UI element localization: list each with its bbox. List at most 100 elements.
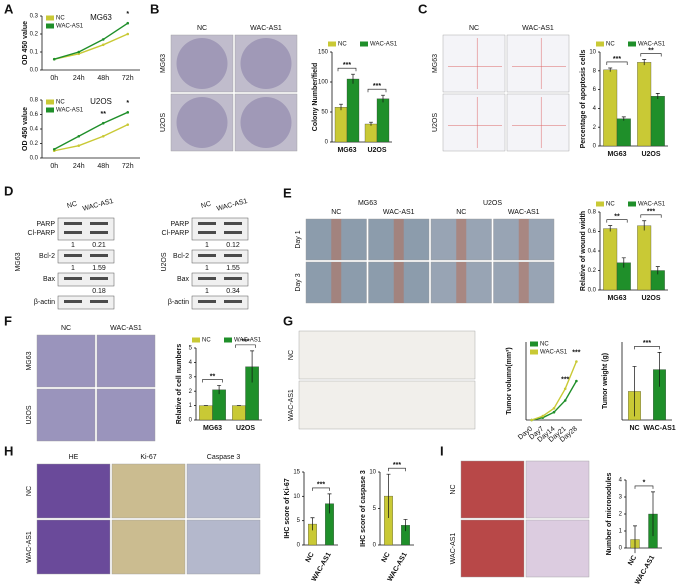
blot-band [57, 217, 115, 241]
micrograph [36, 463, 111, 519]
error-bar [608, 225, 613, 232]
band [64, 277, 82, 280]
band [198, 277, 216, 280]
error-bar [217, 385, 222, 395]
row-label: NC [450, 484, 457, 494]
y-tick-label: 0.2 [588, 268, 597, 274]
y-tick-label: 0 [189, 418, 193, 424]
panel-letter: E [283, 185, 292, 200]
micrograph [36, 388, 96, 442]
band [64, 300, 82, 303]
micrograph [298, 380, 476, 430]
quant-label: 0.12 [226, 242, 240, 249]
point [101, 121, 105, 125]
legend-swatch [360, 41, 368, 47]
legend-swatch [46, 99, 54, 105]
y-tick-label: 1 [619, 529, 623, 535]
row-label: NC [26, 486, 33, 496]
row-label: MG63 [432, 54, 439, 73]
legend-label: WAC-AS1 [540, 350, 568, 356]
y-tick-label: 0.6 [588, 229, 597, 235]
y-axis-label: Number of micronodules [606, 472, 613, 555]
micrograph [442, 93, 506, 152]
x-tick-label: U2OS [236, 425, 255, 432]
significance: *** [317, 482, 325, 489]
legend-swatch [46, 23, 54, 29]
y-tick-label: 10 [589, 50, 596, 56]
column-label: NC [61, 325, 71, 332]
series-line [54, 33, 129, 60]
y-tick-label: 4 [593, 106, 597, 112]
protein-label: Bax [43, 276, 56, 283]
y-tick-label: 0 [593, 144, 597, 150]
y-tick-label: 0.2 [30, 32, 39, 38]
band [90, 277, 108, 280]
point [126, 123, 130, 126]
point [77, 50, 81, 54]
y-tick-label: 3 [619, 495, 623, 501]
group-label: U2OS [483, 200, 502, 207]
series-line [54, 22, 129, 60]
micrograph [442, 34, 506, 93]
error-bar [381, 94, 385, 103]
band [224, 277, 242, 280]
wound-gap [331, 219, 342, 260]
x-tick-label: 72h [122, 75, 134, 82]
lane-label: WAC-AS1 [216, 198, 248, 213]
row-label: NC [288, 350, 295, 360]
quant-label: 1 [71, 242, 75, 249]
band [90, 254, 108, 257]
y-tick-label: 1 [189, 403, 193, 409]
legend-swatch [530, 349, 538, 355]
y-axis-label: Tumor weight (g) [602, 353, 609, 409]
band [198, 222, 216, 225]
legend-label: WAC-AS1 [234, 338, 262, 344]
y-tick-label: 5 [297, 518, 301, 524]
series-line [531, 380, 578, 421]
legend-swatch [224, 337, 232, 343]
panel-letter: F [4, 313, 12, 328]
row-label: MG63 [160, 54, 167, 73]
x-tick-label: MG63 [607, 295, 626, 302]
y-axis-label: Colony Number/field [312, 63, 319, 131]
x-tick-label: NC [627, 554, 638, 566]
x-tick-label: 0h [50, 75, 58, 82]
point [77, 144, 81, 147]
panel-letter: B [150, 1, 159, 16]
error-bar [655, 266, 660, 275]
column-label: NC [469, 25, 479, 32]
error-bar [632, 366, 637, 417]
significance: * [126, 11, 129, 18]
column-label: NC [456, 209, 466, 216]
error-bar [403, 519, 408, 532]
protein-label: PARP [36, 221, 55, 228]
y-axis-label: OD 450 value [22, 107, 29, 151]
point [126, 32, 130, 36]
column-label: WAC-AS1 [522, 25, 554, 32]
x-tick-label: NC [305, 551, 316, 563]
significance-bracket [640, 214, 662, 218]
y-tick-label: 0.6 [30, 112, 39, 118]
band [90, 231, 108, 234]
micrograph [111, 519, 186, 575]
band [198, 231, 216, 234]
error-bar [657, 352, 662, 387]
wound-gap [393, 219, 404, 260]
wound-gap [456, 262, 467, 303]
point [52, 57, 56, 61]
point [101, 134, 105, 138]
x-tick-label: U2OS [641, 295, 660, 302]
row-label: Day 1 [295, 230, 302, 248]
bar [603, 228, 618, 291]
error-bar [655, 93, 660, 99]
protein-label: Cl-PARP [28, 230, 56, 237]
y-axis-label: IHC score of Ki-67 [284, 478, 291, 538]
y-tick-label: 10 [293, 494, 300, 500]
point [52, 148, 56, 151]
protein-label: β-actin [168, 299, 189, 306]
significance-bracket [235, 344, 256, 348]
point [541, 414, 545, 418]
column-label: WAC-AS1 [383, 209, 415, 216]
error-bar [621, 257, 626, 268]
band [64, 254, 82, 257]
